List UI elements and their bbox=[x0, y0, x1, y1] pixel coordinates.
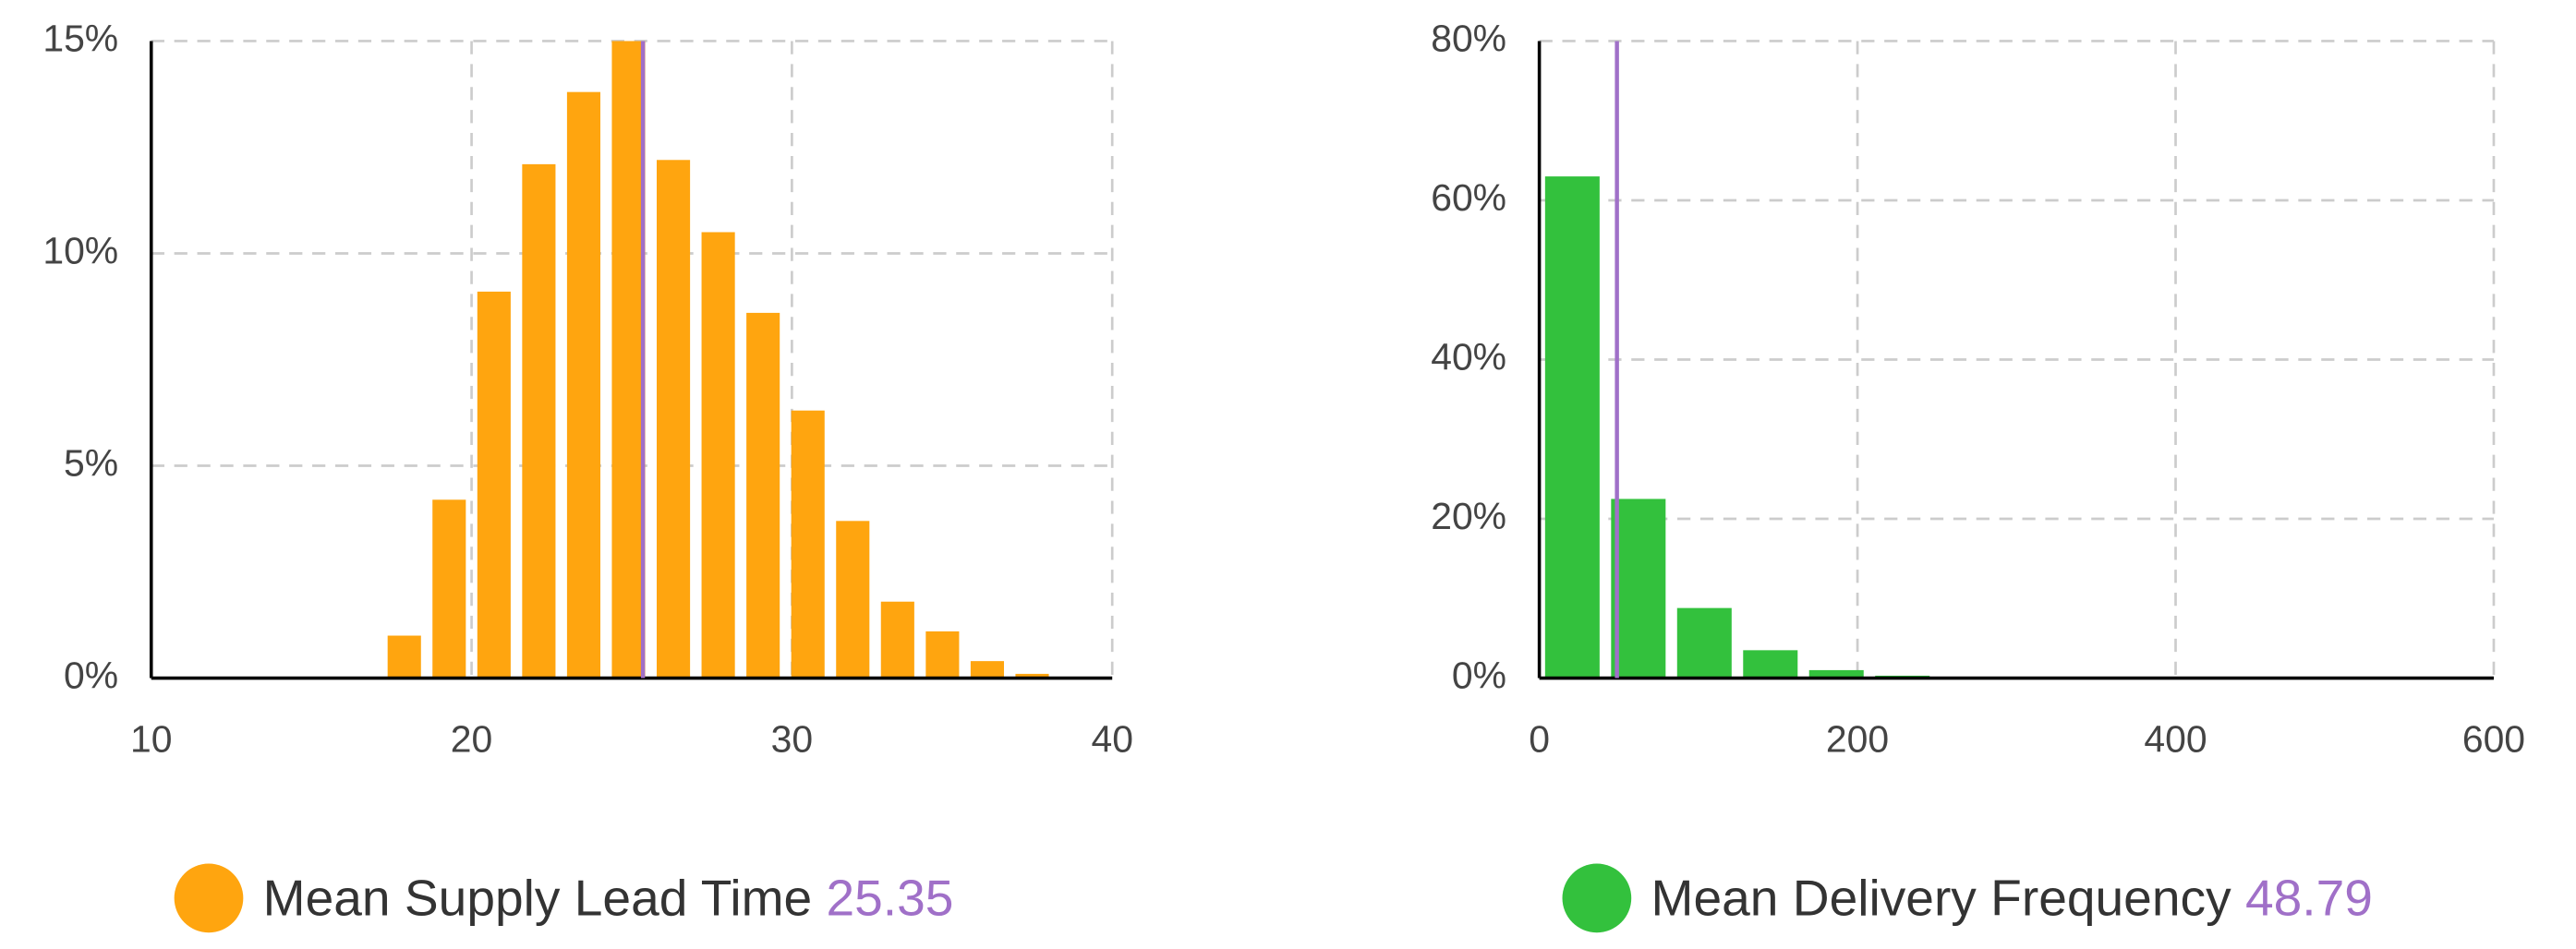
y-tick-label: 15% bbox=[42, 17, 118, 59]
bar bbox=[566, 91, 601, 679]
bar bbox=[791, 410, 825, 679]
x-tick-label: 40 bbox=[1091, 718, 1132, 761]
y-tick-label: 0% bbox=[1452, 654, 1506, 696]
bar bbox=[746, 312, 780, 679]
bar bbox=[1544, 176, 1600, 679]
bar bbox=[1611, 499, 1666, 679]
x-tick-label: 20 bbox=[451, 718, 492, 761]
y-tick-label: 60% bbox=[1431, 176, 1506, 219]
bar bbox=[970, 661, 1004, 679]
y-tick-label: 5% bbox=[64, 441, 118, 484]
y-tick-label: 20% bbox=[1431, 495, 1506, 537]
bar bbox=[1676, 607, 1732, 679]
bar bbox=[387, 635, 421, 679]
legend-text: Mean Delivery Frequency 48.79 bbox=[1651, 869, 2373, 926]
legend-mean: 48.79 bbox=[2245, 869, 2373, 926]
bar bbox=[432, 499, 466, 679]
legend-text: Mean Supply Lead Time 25.35 bbox=[263, 869, 954, 926]
bar bbox=[880, 601, 914, 679]
x-tick-label: 400 bbox=[2144, 718, 2207, 761]
bar bbox=[522, 163, 556, 679]
legend-marker bbox=[1562, 863, 1632, 933]
bar bbox=[925, 631, 960, 679]
y-tick-label: 80% bbox=[1431, 17, 1506, 59]
bar bbox=[836, 521, 870, 679]
y-tick-label: 0% bbox=[64, 654, 118, 696]
legend-label: Mean Supply Lead Time bbox=[263, 869, 812, 926]
legend-space bbox=[2231, 869, 2245, 926]
x-tick-label: 600 bbox=[2462, 718, 2525, 761]
bar bbox=[1743, 650, 1798, 679]
bar bbox=[1015, 673, 1049, 679]
bar bbox=[701, 232, 735, 679]
x-tick-label: 10 bbox=[130, 718, 172, 761]
x-tick-label: 0 bbox=[1529, 718, 1550, 761]
legend-marker bbox=[174, 863, 244, 933]
bar bbox=[477, 291, 511, 679]
legend-mean: 25.35 bbox=[826, 869, 953, 926]
y-tick-label: 10% bbox=[42, 229, 118, 271]
legend-label: Mean Delivery Frequency bbox=[1651, 869, 2232, 926]
legend-space bbox=[812, 869, 826, 926]
bar bbox=[611, 41, 646, 679]
x-tick-label: 30 bbox=[771, 718, 813, 761]
bar bbox=[657, 160, 691, 679]
y-tick-label: 40% bbox=[1431, 335, 1506, 378]
x-tick-label: 200 bbox=[1826, 718, 1889, 761]
bar bbox=[1808, 669, 1864, 679]
